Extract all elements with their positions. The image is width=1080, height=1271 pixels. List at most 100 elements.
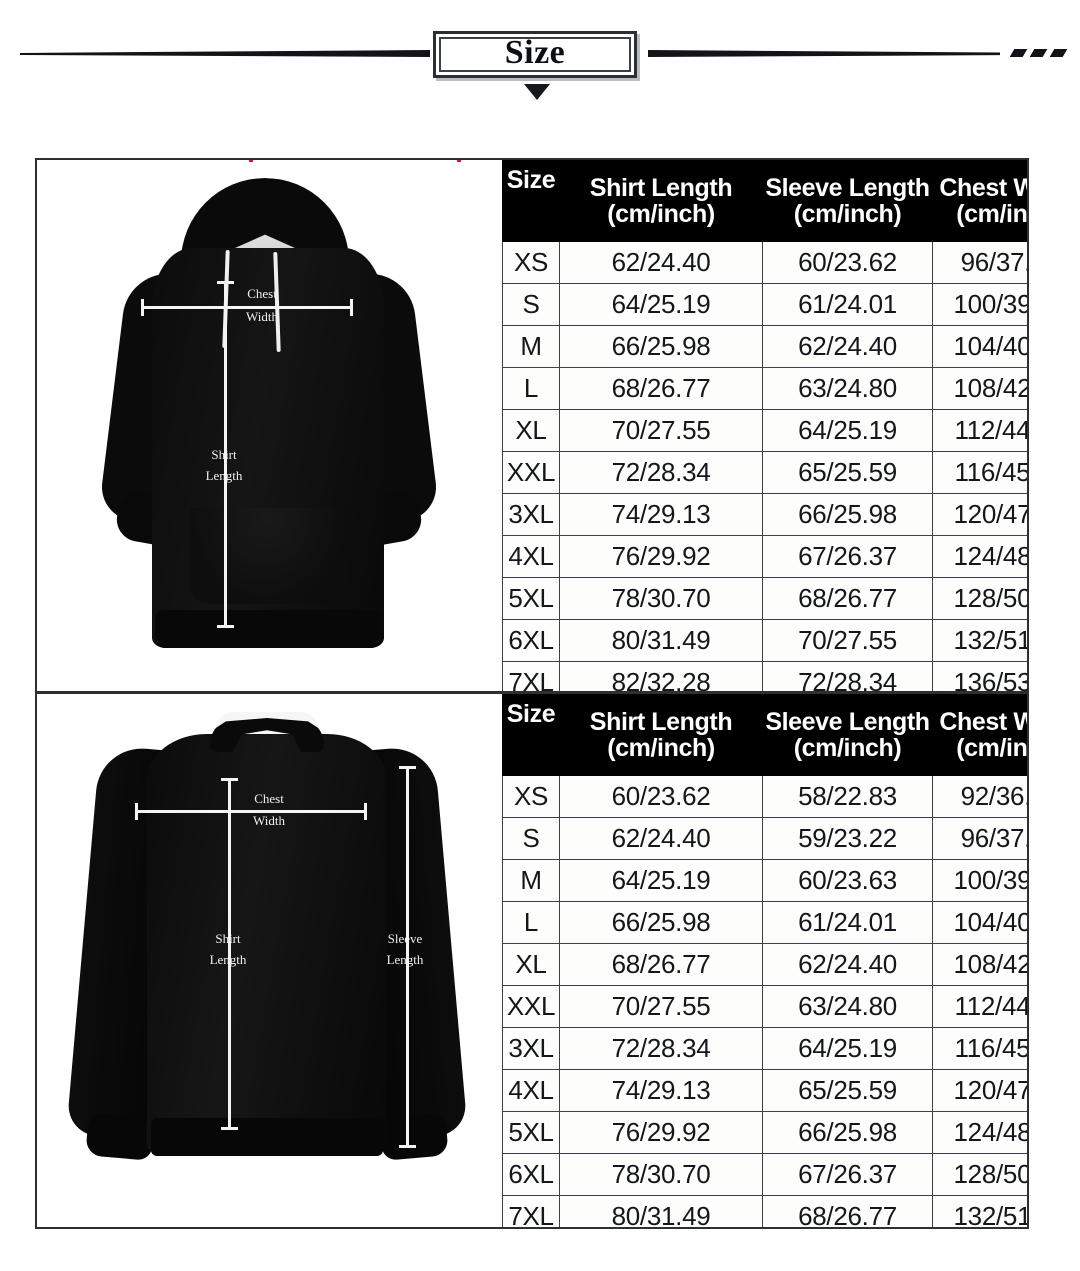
cell-shirt-length: 72/28.34 (559, 1027, 763, 1070)
cell-shirt-length: 62/24.40 (559, 241, 763, 284)
cell-chest-width: 128/50.39 (932, 1153, 1027, 1196)
cell-chest-width: 120/47.24 (932, 493, 1027, 536)
triangle-down-icon (524, 84, 550, 100)
cell-shirt-length: 70/27.55 (559, 985, 763, 1028)
hoodie-shirt-length-line (224, 281, 227, 628)
hoodie-chest-width-cap-right (350, 299, 353, 316)
column-header-size-title: Size (506, 166, 556, 194)
sweatshirt-shirt-length-cap-bottom (221, 1127, 238, 1130)
sweatshirt-chest-width-line (135, 810, 367, 813)
size-panel-hoodie: Shirt Length Chest Width (35, 158, 1029, 693)
cell-size: 7XL (502, 661, 560, 691)
cell-chest-width: 112/44.09 (932, 409, 1027, 452)
cell-size: 6XL (502, 1153, 560, 1196)
column-header-chest-width: Chest Width (cm/inch) (932, 160, 1027, 242)
column-header-chest-width-unit: (cm/inch) (956, 734, 1027, 762)
cell-size: L (502, 901, 560, 944)
cell-size: S (502, 817, 560, 860)
cell-sleeve-length: 68/26.77 (762, 577, 933, 620)
sweatshirt-chest-width-cap-right (364, 803, 367, 820)
cell-shirt-length: 74/29.13 (559, 493, 763, 536)
sweatshirt-hem (151, 1118, 383, 1156)
cell-sleeve-length: 60/23.63 (762, 859, 933, 902)
cell-size: XS (502, 775, 560, 818)
column-header-shirt-length-unit: (cm/inch) (607, 734, 715, 762)
sweatshirt-shirt-length-cap-top (221, 778, 238, 781)
page-title: Size (504, 34, 566, 71)
cell-size: 3XL (502, 493, 560, 536)
cell-sleeve-length: 62/24.40 (762, 943, 933, 986)
cell-shirt-length: 66/25.98 (559, 901, 763, 944)
cell-chest-width: 92/36.22 (932, 775, 1027, 818)
sweatshirt-sleeve-length-line (406, 766, 409, 1148)
cell-chest-width: 120/47.24 (932, 1069, 1027, 1112)
cell-sleeve-length: 61/24.01 (762, 901, 933, 944)
cell-size: 4XL (502, 535, 560, 578)
cell-chest-width: 100/39.37 (932, 283, 1027, 326)
size-title-box-inner: Size (439, 34, 631, 72)
banner-rule-right (648, 50, 1000, 57)
hoodie-size-table: Size Shirt Length (cm/inch) Sleeve Lengt (502, 160, 1027, 691)
cell-size: XS (502, 241, 560, 284)
table-body: XS60/23.6258/22.8392/36.22S62/24.4059/23… (502, 775, 1027, 1227)
sweatshirt-shirt-length-line (228, 778, 231, 1130)
cell-sleeve-length: 65/25.59 (762, 1069, 933, 1112)
table-header-row: Size Shirt Length (cm/inch) Sleeve Lengt (502, 694, 1027, 776)
cell-shirt-length: 60/23.62 (559, 775, 763, 818)
column-header-chest-width-title: Chest Width (939, 173, 1027, 202)
cell-chest-width: 128/50.39 (932, 577, 1027, 620)
sweatshirt-cuff-right (379, 1113, 449, 1161)
column-header-size: Size (502, 160, 560, 242)
table-head: Size Shirt Length (cm/inch) Sleeve Lengt (502, 160, 1027, 242)
cell-shirt-length: 74/29.13 (559, 1069, 763, 1112)
cell-chest-width: 100/39.37 (932, 859, 1027, 902)
size-panel-sweatshirt: Shirt Length Chest Width Sleeve Length (35, 692, 1029, 1229)
cell-chest-width: 124/48.81 (932, 535, 1027, 578)
cell-sleeve-length: 64/25.19 (762, 1027, 933, 1070)
sweatshirt-chest-width-label-line1: Chest (254, 791, 284, 806)
cell-sleeve-length: 66/25.98 (762, 493, 933, 536)
sweatshirt-illustration: Shirt Length Chest Width Sleeve Length (37, 694, 502, 1227)
hoodie-chest-width-line (141, 306, 353, 309)
cell-size: S (502, 283, 560, 326)
cell-size: 5XL (502, 577, 560, 620)
sweatshirt-body (147, 734, 387, 1154)
cell-sleeve-length: 66/25.98 (762, 1111, 933, 1154)
cell-sleeve-length: 61/24.01 (762, 283, 933, 326)
cell-size: 5XL (502, 1111, 560, 1154)
cell-size: 6XL (502, 619, 560, 662)
cell-size: XL (502, 943, 560, 986)
cell-sleeve-length: 63/24.80 (762, 985, 933, 1028)
cell-chest-width: 132/51.96 (932, 1195, 1027, 1227)
hoodie-shirt-length-label-line1: Shirt (211, 447, 237, 462)
cell-chest-width: 96/37.79 (932, 241, 1027, 284)
cell-chest-width: 112/44.09 (932, 985, 1027, 1028)
cell-chest-width: 96/37.79 (932, 817, 1027, 860)
column-header-sleeve-length-unit: (cm/inch) (793, 734, 902, 762)
cell-shirt-length: 78/30.70 (559, 1153, 763, 1196)
column-header-size-title: Size (506, 700, 556, 728)
column-header-chest-width-unit: (cm/inch) (956, 200, 1027, 228)
hoodie-chest-width-label-line1: Chest (247, 286, 277, 301)
cell-shirt-length: 76/29.92 (559, 535, 763, 578)
column-header-chest-width-title: Chest Width (939, 707, 1027, 736)
cell-shirt-length: 78/30.70 (559, 577, 763, 620)
cell-size: XXL (502, 451, 560, 494)
column-header-shirt-length: Shirt Length (cm/inch) (559, 160, 763, 242)
cell-shirt-length: 64/25.19 (559, 859, 763, 902)
column-header-sleeve-length-title: Sleeve Length (765, 707, 930, 736)
cell-shirt-length: 80/31.49 (559, 619, 763, 662)
cell-sleeve-length: 67/26.37 (762, 1153, 933, 1196)
cell-chest-width: 104/40.94 (932, 901, 1027, 944)
sweatshirt-sleeve-length-label-line1: Sleeve (387, 931, 423, 946)
